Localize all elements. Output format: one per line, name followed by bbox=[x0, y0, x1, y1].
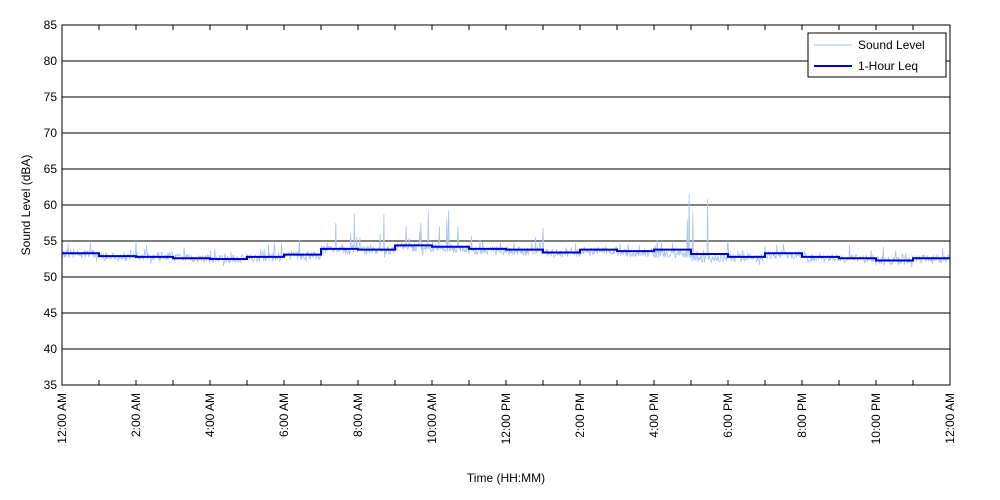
y-tick-label: 55 bbox=[44, 234, 58, 248]
y-tick-label: 35 bbox=[44, 378, 58, 392]
y-tick-label: 40 bbox=[44, 342, 58, 356]
y-tick-label: 60 bbox=[44, 198, 58, 212]
x-tick-label: 4:00 AM bbox=[203, 393, 217, 437]
x-tick-label: 4:00 PM bbox=[647, 393, 661, 438]
x-tick-label: 2:00 AM bbox=[129, 393, 143, 437]
plot-area-frame bbox=[61, 24, 951, 386]
x-tick-label: 6:00 AM bbox=[277, 393, 291, 437]
series-1-hour-leq-line bbox=[62, 244, 950, 262]
x-tick-label: 12:00 AM bbox=[943, 393, 957, 444]
y-tick-label: 45 bbox=[44, 306, 58, 320]
y-tick-label: 80 bbox=[44, 54, 58, 68]
x-tick-label: 2:00 PM bbox=[573, 393, 587, 438]
legend-label-sound-level: Sound Level bbox=[858, 38, 925, 52]
legend: Sound Level 1-Hour Leq bbox=[807, 32, 947, 78]
legend-label-1-hour-leq: 1-Hour Leq bbox=[858, 59, 918, 73]
y-tick-label: 70 bbox=[44, 126, 58, 140]
y-axis-ticks: 35 40 45 50 55 60 65 70 75 80 85 bbox=[44, 18, 67, 392]
y-tick-label: 75 bbox=[44, 90, 58, 104]
y-tick-label: 50 bbox=[44, 270, 58, 284]
x-tick-label: 12:00 AM bbox=[55, 393, 69, 444]
y-axis-label: Sound Level (dBA) bbox=[19, 155, 33, 256]
x-tick-label: 10:00 PM bbox=[869, 393, 883, 444]
y-tick-label: 65 bbox=[44, 162, 58, 176]
x-tick-label: 10:00 AM bbox=[425, 393, 439, 444]
horizontal-grid bbox=[62, 24, 950, 386]
legend-box bbox=[807, 32, 947, 78]
x-axis-label: Time (HH:MM) bbox=[467, 471, 545, 485]
data-series bbox=[61, 194, 951, 268]
x-tick-label: 8:00 AM bbox=[351, 393, 365, 437]
x-tick-label: 6:00 PM bbox=[721, 393, 735, 438]
x-axis-ticks: 12:00 AM 2:00 AM 4:00 AM 6:00 AM 8:00 AM 10:0… bbox=[55, 25, 957, 444]
y-tick-label: 85 bbox=[44, 18, 58, 32]
x-tick-label: 12:00 PM bbox=[499, 393, 513, 444]
x-tick-label: 8:00 PM bbox=[795, 393, 809, 438]
